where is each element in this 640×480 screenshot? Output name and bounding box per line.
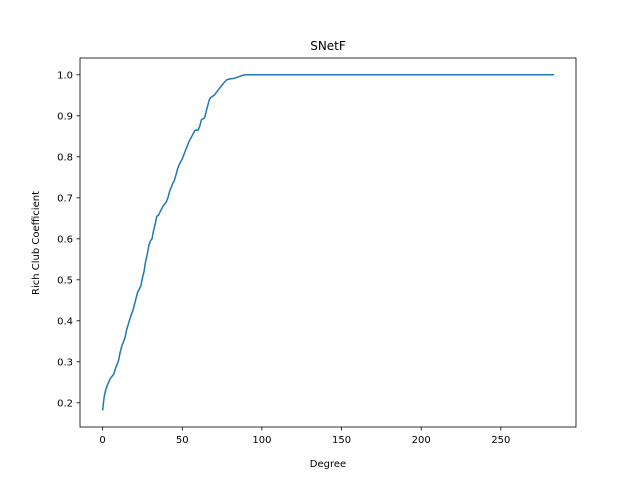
x-tick-label: 150 xyxy=(332,435,351,446)
plot-layer xyxy=(101,74,555,411)
plot-frame xyxy=(79,57,577,428)
y-axis: 0.2 0.3 0.4 0.5 0.6 0.7 0.8 0.9 1.0 xyxy=(57,70,80,409)
y-axis-label: Rich Club Coefficient xyxy=(31,191,42,295)
chart-title: SNetF xyxy=(310,39,346,53)
y-tick-label: 0.3 xyxy=(57,357,73,368)
x-axis: 0 50 100 150 200 250 xyxy=(99,427,510,446)
x-tick-label: 0 xyxy=(99,435,105,446)
y-tick-label: 0.4 xyxy=(57,316,73,327)
x-tick-label: 100 xyxy=(252,435,271,446)
y-tick-label: 0.5 xyxy=(57,275,73,286)
series-line xyxy=(101,74,555,411)
x-tick-label: 250 xyxy=(491,435,510,446)
x-tick-label: 50 xyxy=(176,435,189,446)
y-tick-label: 1.0 xyxy=(57,70,73,81)
y-tick-label: 0.9 xyxy=(57,111,73,122)
x-axis-label: Degree xyxy=(310,459,346,470)
y-tick-label: 0.2 xyxy=(57,398,73,409)
y-tick-label: 0.6 xyxy=(57,234,73,245)
x-tick-label: 200 xyxy=(412,435,431,446)
y-tick-label: 0.8 xyxy=(57,152,73,163)
y-tick-label: 0.7 xyxy=(57,193,73,204)
